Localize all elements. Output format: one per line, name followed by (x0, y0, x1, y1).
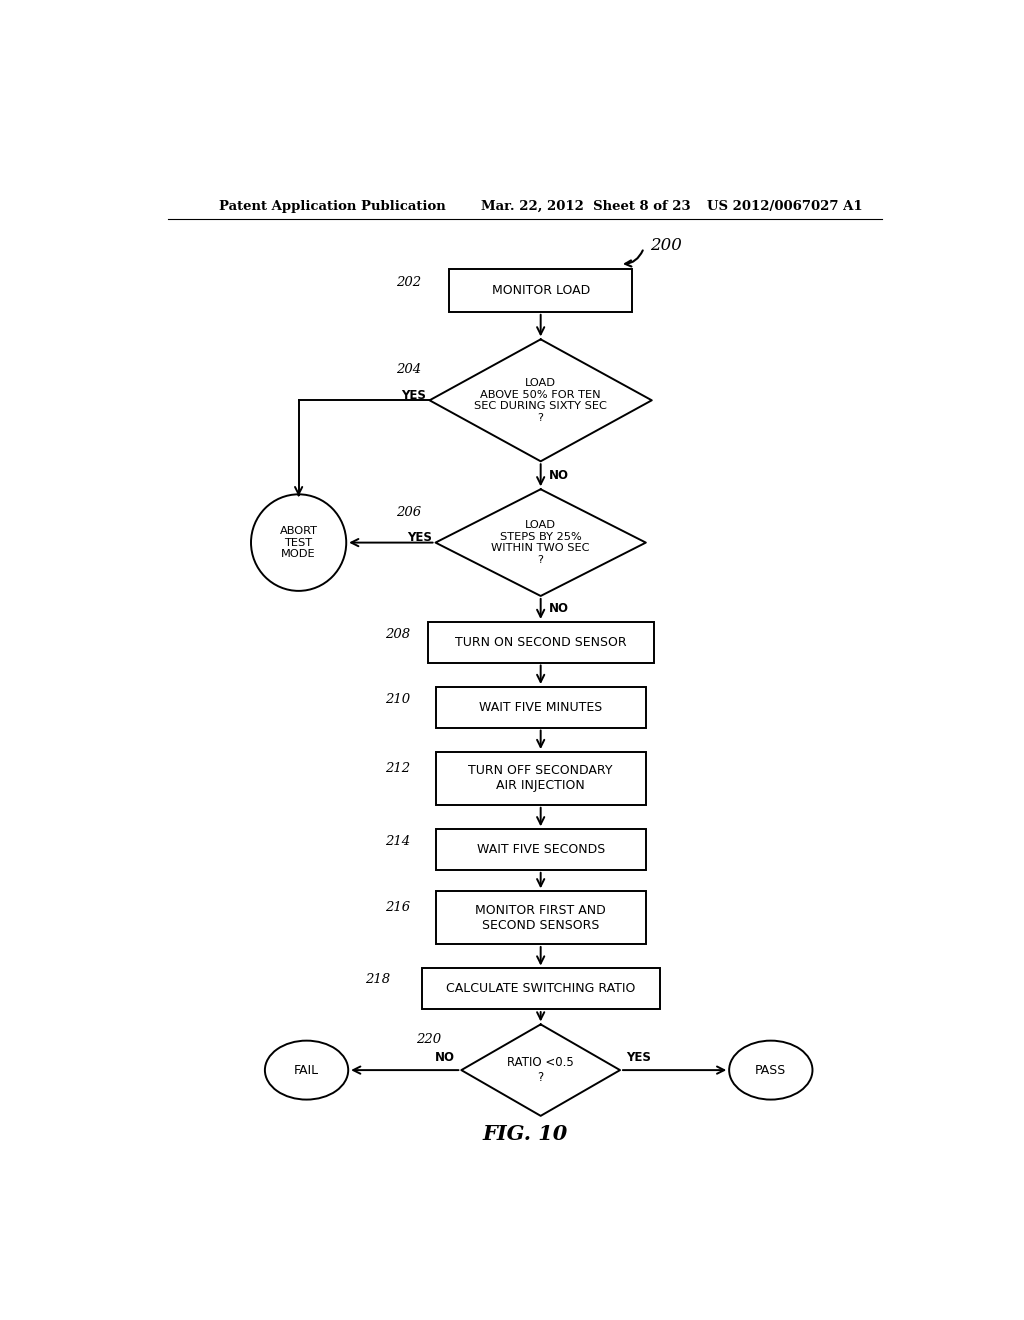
Text: WAIT FIVE MINUTES: WAIT FIVE MINUTES (479, 701, 602, 714)
Text: Mar. 22, 2012  Sheet 8 of 23: Mar. 22, 2012 Sheet 8 of 23 (481, 199, 691, 213)
Text: YES: YES (400, 388, 426, 401)
Bar (435, 686, 646, 727)
Text: Patent Application Publication: Patent Application Publication (219, 199, 446, 213)
Text: CALCULATE SWITCHING RATIO: CALCULATE SWITCHING RATIO (446, 982, 635, 995)
Text: YES: YES (407, 531, 431, 544)
Bar (450, 269, 632, 312)
Bar (435, 891, 646, 944)
Text: ABORT
TEST
MODE: ABORT TEST MODE (280, 525, 317, 560)
Text: 220: 220 (417, 1034, 441, 1047)
Bar (422, 969, 659, 1008)
Text: MONITOR FIRST AND
SECOND SENSORS: MONITOR FIRST AND SECOND SENSORS (475, 904, 606, 932)
Text: 208: 208 (385, 627, 410, 640)
Text: 216: 216 (385, 902, 410, 913)
Text: TURN ON SECOND SENSOR: TURN ON SECOND SENSOR (455, 636, 627, 648)
Text: YES: YES (627, 1052, 651, 1064)
Text: LOAD
ABOVE 50% FOR TEN
SEC DURING SIXTY SEC
?: LOAD ABOVE 50% FOR TEN SEC DURING SIXTY … (474, 378, 607, 422)
Text: 212: 212 (385, 762, 410, 775)
Text: 218: 218 (365, 973, 390, 986)
Text: 204: 204 (396, 363, 422, 376)
Text: FAIL: FAIL (294, 1064, 319, 1077)
Text: 202: 202 (396, 276, 422, 289)
Text: NO: NO (549, 602, 568, 615)
Text: WAIT FIVE SECONDS: WAIT FIVE SECONDS (476, 843, 605, 857)
Text: TURN OFF SECONDARY
AIR INJECTION: TURN OFF SECONDARY AIR INJECTION (468, 764, 613, 792)
Text: 200: 200 (650, 238, 682, 255)
Text: 206: 206 (396, 506, 422, 519)
Bar (428, 622, 653, 663)
Text: 214: 214 (385, 836, 410, 847)
Bar (435, 752, 646, 805)
Text: 210: 210 (385, 693, 410, 706)
Text: LOAD
STEPS BY 25%
WITHIN TWO SEC
?: LOAD STEPS BY 25% WITHIN TWO SEC ? (492, 520, 590, 565)
Text: NO: NO (549, 469, 568, 482)
Text: NO: NO (435, 1052, 455, 1064)
Text: RATIO <0.5
?: RATIO <0.5 ? (507, 1056, 574, 1084)
Text: PASS: PASS (755, 1064, 786, 1077)
Text: US 2012/0067027 A1: US 2012/0067027 A1 (708, 199, 863, 213)
Text: FIG. 10: FIG. 10 (482, 1125, 567, 1144)
Bar (435, 829, 646, 870)
Text: MONITOR LOAD: MONITOR LOAD (492, 284, 590, 297)
